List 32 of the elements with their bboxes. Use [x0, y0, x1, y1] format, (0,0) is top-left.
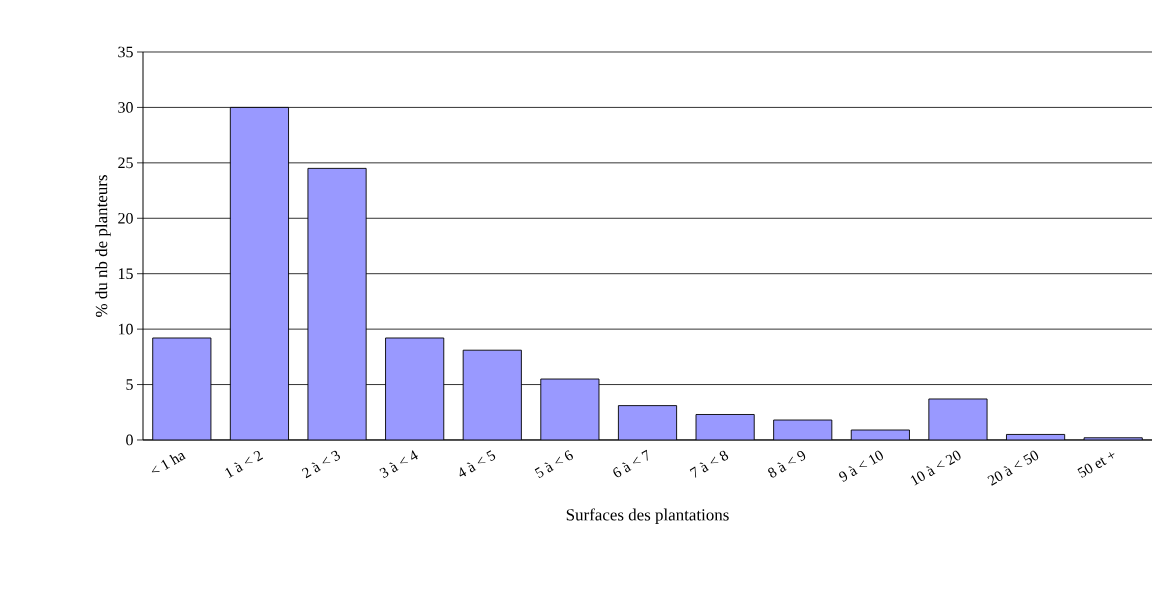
y-axis-title: % du nb de planteurs [95, 175, 111, 317]
y-tick-label: 30 [118, 102, 133, 113]
x-tick-label: 50 et + [1077, 452, 1115, 478]
x-tick-label: 6 à < 7 [613, 449, 648, 478]
x-tick-label: 2 à < 3 [301, 450, 340, 479]
bar [385, 337, 445, 440]
bar [617, 405, 678, 440]
bar [307, 167, 367, 440]
y-tick-label: 15 [118, 268, 133, 280]
x-axis-title: Surfaces des plantations [566, 508, 729, 524]
x-tick-label: 3 à < 4 [379, 450, 418, 479]
x-tick-label: 10 à < 20 [910, 450, 961, 486]
x-tick-label: < 1 ha [151, 453, 186, 473]
x-tick-label: 9 à < 10 [839, 450, 883, 482]
y-tick-label: 0 [126, 434, 133, 446]
x-tick-label: 4 à < 5 [459, 450, 496, 477]
bar [229, 106, 289, 440]
bar [152, 337, 212, 440]
y-tick-label: 5 [126, 379, 133, 390]
x-tick-label: 7 à < 8 [689, 450, 729, 478]
x-tick-label: 20 à < 50 [987, 450, 1039, 486]
y-tick-label: 20 [118, 212, 133, 224]
y-tick-label: 25 [118, 157, 133, 169]
bar [928, 398, 988, 440]
x-tick-label: 8 à < 9 [768, 450, 806, 478]
x-tick-label: 5 à < 6 [534, 450, 573, 478]
bar [462, 349, 522, 440]
x-tick-label: 1 à < 2 [225, 450, 264, 478]
y-tick-label: 10 [118, 323, 133, 335]
bar [695, 414, 755, 440]
y-tick-label: 35 [118, 46, 133, 58]
bar [540, 378, 600, 440]
